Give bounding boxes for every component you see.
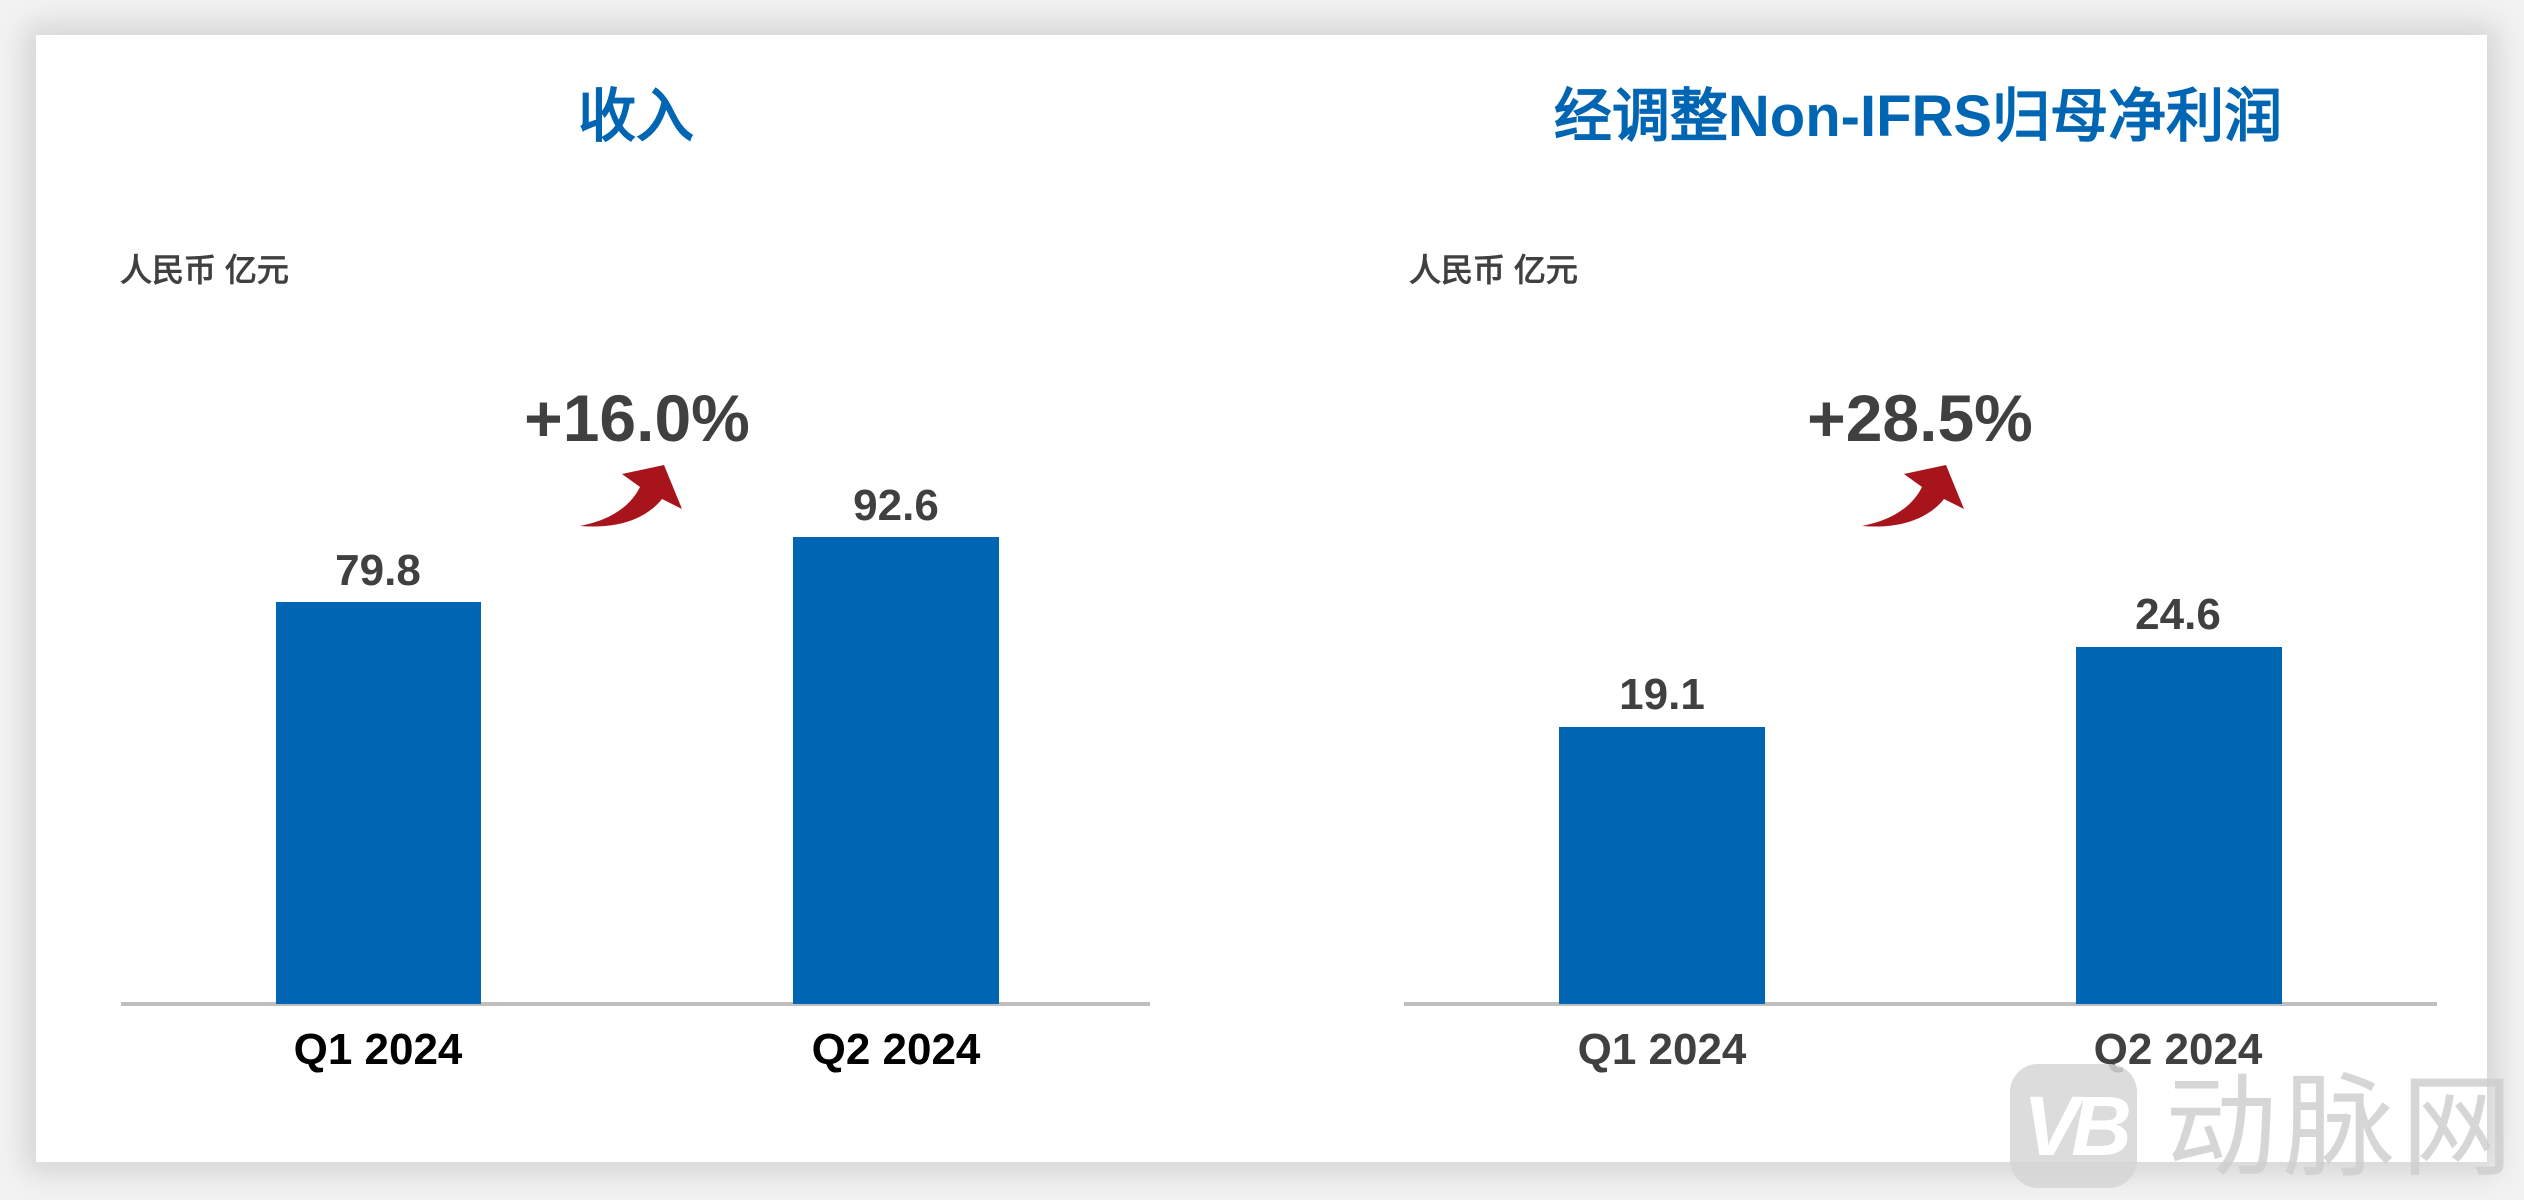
x-tick-label: Q1 2024: [1577, 1025, 1747, 1074]
watermark: VB 动脉网: [2010, 1064, 2520, 1190]
growth-arrow-icon: [580, 465, 682, 527]
unit-label: 人民币 亿元: [120, 252, 289, 288]
x-tick-label: Q1 2024: [293, 1025, 463, 1074]
x-tick-label: Q2 2024: [2093, 1025, 2263, 1074]
watermark-logo-icon: VB: [2010, 1064, 2137, 1188]
bar-q2-2024: [2076, 647, 2282, 1004]
growth-label: +16.0%: [524, 381, 750, 455]
watermark-text: 动脉网: [2165, 1065, 2519, 1190]
x-axis: [121, 1002, 1150, 1006]
value-label: 92.6: [853, 481, 939, 530]
bar-q1-2024: [276, 602, 481, 1004]
bar-q2-2024: [793, 537, 999, 1004]
unit-label: 人民币 亿元: [1409, 252, 1578, 288]
value-label: 19.1: [1619, 670, 1705, 719]
chart-title: 经调整Non-IFRS归母净利润: [1553, 84, 2283, 149]
x-axis: [1404, 1002, 2437, 1006]
value-label: 24.6: [2135, 590, 2221, 639]
bar-q1-2024: [1559, 727, 1765, 1004]
growth-arrow-icon: [1862, 465, 1964, 527]
chart-title: 收入: [577, 84, 695, 149]
value-label: 79.8: [335, 546, 421, 595]
growth-label: +28.5%: [1807, 381, 2033, 455]
x-tick-label: Q2 2024: [811, 1025, 981, 1074]
